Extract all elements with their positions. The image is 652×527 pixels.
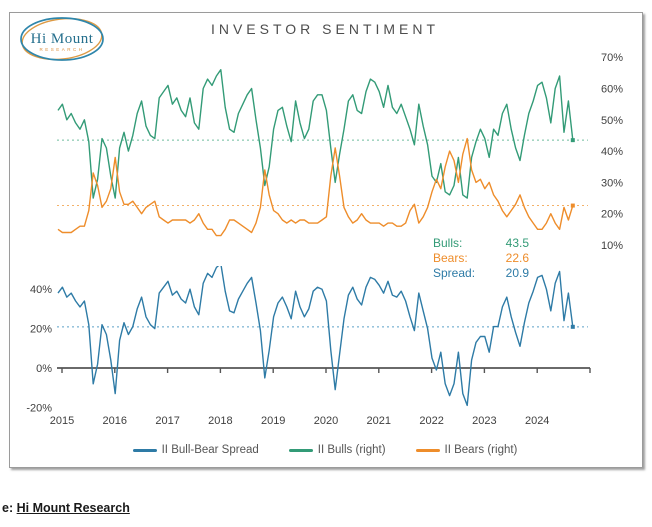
source-prefix: e:: [2, 501, 14, 515]
source-line: e: Hi Mount Research: [2, 501, 130, 515]
x-axis-tick-label: 2023: [472, 415, 496, 427]
bulls-series-line: [57, 68, 574, 199]
hi-mount-logo: Hi Mount RESEARCH: [20, 17, 104, 61]
bulls-legend-label: II Bulls (right): [317, 444, 386, 456]
spread-legend-label: II Bull-Bear Spread: [161, 444, 259, 456]
x-axis-tick-label: 2016: [103, 415, 127, 427]
spread-line: [57, 266, 575, 407]
bears-value: 22.6: [505, 251, 529, 265]
legend-item-bulls: II Bulls (right): [288, 444, 386, 456]
reference-lines: [57, 139, 588, 328]
bulls-value: 43.5: [505, 236, 529, 250]
left-axis-tick-label: 0%: [36, 363, 52, 375]
right-axis-labels: 70% 60% 50% 40% 30% 20% 10%: [601, 52, 623, 252]
left-axis-tick-label: 40%: [30, 284, 52, 296]
spread-label: Spread:: [433, 266, 476, 280]
left-axis-tick-label: 20%: [30, 324, 52, 336]
chart-title: INVESTOR SENTIMENT: [210, 21, 440, 37]
right-axis-tick-label: 10%: [601, 240, 623, 252]
x-axis-tick-label: 2018: [208, 415, 232, 427]
x-axis-tick-label: 2022: [419, 415, 443, 427]
left-axis-tick-label: -20%: [26, 402, 52, 414]
x-axis-tick-label: 2017: [155, 415, 179, 427]
legend-item-bears: II Bears (right): [415, 444, 518, 456]
x-axis-tick-label: 2019: [261, 415, 285, 427]
x-axis-labels: 2015 2016 2017 2018 2019 2020 2021 2022 2023 2024: [50, 415, 550, 427]
logo-subtitle: RESEARCH: [39, 47, 84, 52]
x-axis-tick-label: 2021: [367, 415, 391, 427]
x-axis-tick-label: 2024: [525, 415, 549, 427]
x-axis-tick-label: 2020: [314, 415, 338, 427]
bulls-last-point-marker: [570, 138, 575, 143]
source-link[interactable]: Hi Mount Research: [16, 501, 130, 515]
right-axis-tick-label: 70%: [601, 52, 623, 64]
logo-ellipse-teal: [20, 17, 104, 61]
bulls-legend-swatch: [288, 448, 313, 452]
left-axis-labels: 40% 20% 0% -20%: [26, 284, 52, 414]
spread-value: 20.9: [505, 266, 529, 280]
spread-last-point-marker: [570, 324, 575, 329]
annotation-row-bulls: Bulls: 43.5: [433, 236, 529, 251]
legend-item-spread: II Bull-Bear Spread: [132, 444, 259, 456]
logo-wordmark: Hi Mount: [31, 31, 94, 47]
bulls-bears-lines: [57, 68, 575, 237]
right-axis-tick-label: 20%: [601, 209, 623, 221]
bears-legend-swatch: [415, 448, 440, 452]
right-axis-tick-label: 30%: [601, 177, 623, 189]
bears-last-point-marker: [570, 203, 575, 208]
x-axis-tick-label: 2015: [50, 415, 74, 427]
spread-legend-swatch: [132, 448, 157, 452]
annotation-row-spread: Spread: 20.9: [433, 266, 529, 281]
bears-legend-label: II Bears (right): [444, 444, 518, 456]
right-axis-tick-label: 60%: [601, 84, 623, 96]
bears-label: Bears:: [433, 251, 468, 265]
current-values-annotation: Bulls: 43.5 Bears: 22.6 Spread: 20.9: [433, 236, 529, 281]
right-axis-tick-label: 50%: [601, 115, 623, 127]
right-axis-tick-label: 40%: [601, 146, 623, 158]
spread-series-line: [57, 266, 574, 407]
legend: II Bull-Bear Spread II Bulls (right) II …: [9, 444, 641, 456]
bears-series-line: [57, 137, 574, 237]
axes: [57, 367, 591, 373]
bulls-label: Bulls:: [433, 236, 463, 250]
annotation-row-bears: Bears: 22.6: [433, 251, 529, 266]
